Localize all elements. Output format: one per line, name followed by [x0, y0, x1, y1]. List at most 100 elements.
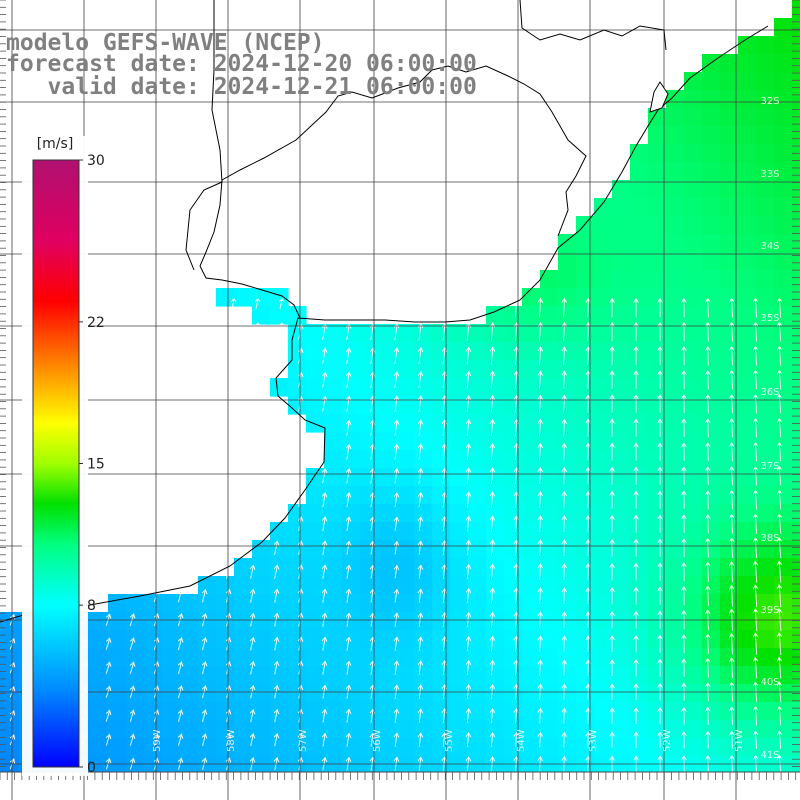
wind-cell: [486, 450, 505, 469]
wind-arrow: [561, 297, 567, 318]
wind-arrow: [537, 466, 543, 485]
wind-arrow: [321, 660, 328, 675]
wind-cell: [648, 630, 667, 649]
wind-cell: [432, 504, 451, 523]
wind-cell: [774, 666, 793, 685]
wind-cell: [396, 378, 415, 397]
lat-label: 34S: [760, 241, 779, 252]
wind-cell: [396, 432, 415, 451]
wind-arrow: [752, 465, 759, 486]
wind-cell: [144, 738, 163, 757]
wind-cell: [738, 36, 757, 55]
wind-cell: [216, 702, 235, 721]
colorbar-tick-label: 30: [87, 153, 105, 169]
wind-cell: [162, 594, 181, 613]
wind-arrow: [752, 537, 759, 559]
wind-cell: [396, 774, 415, 793]
wind-cell: [684, 648, 703, 667]
lon-label: 56W: [372, 729, 383, 752]
wind-cell: [288, 540, 307, 559]
wind-arrow: [489, 587, 496, 604]
wind-cell: [612, 612, 631, 631]
wind-cell: [612, 684, 631, 703]
wind-cell: [252, 594, 271, 613]
colorbar-tick-label: 22: [87, 315, 105, 331]
wind-cell: [378, 486, 397, 505]
wind-cell: [216, 720, 235, 739]
wind-cell: [234, 720, 253, 739]
wind-cell: [306, 684, 325, 703]
wind-cell: [774, 360, 793, 379]
wind-cell: [414, 684, 433, 703]
wind-cell: [612, 396, 631, 415]
wind-cell: [792, 720, 800, 739]
wind-arrow: [776, 632, 783, 656]
wind-cell: [540, 342, 559, 361]
coast-line: [519, 0, 667, 51]
wind-cell: [432, 378, 451, 397]
wind-cell: [684, 252, 703, 271]
wind-cell: [414, 432, 433, 451]
wind-cell: [306, 720, 325, 739]
wind-cell: [720, 54, 739, 73]
wind-cell: [738, 288, 757, 307]
wind-cell: [540, 630, 559, 649]
wind-arrow: [537, 297, 544, 318]
wind-cell: [792, 0, 800, 19]
wind-arrow: [177, 588, 184, 603]
wind-cell: [612, 432, 631, 451]
wind-cell: [378, 720, 397, 739]
wind-cell: [216, 738, 235, 757]
wind-cell: [774, 126, 793, 145]
wind-cell: [270, 558, 289, 577]
wind-cell: [414, 486, 433, 505]
wind-cell: [522, 468, 541, 487]
wind-cell: [630, 396, 649, 415]
wind-cell: [558, 504, 577, 523]
wind-cell: [486, 306, 505, 325]
wind-cell: [792, 18, 800, 37]
wind-cell: [270, 576, 289, 595]
wind-cell: [540, 594, 559, 613]
wind-cell: [702, 162, 721, 181]
wind-arrow: [417, 636, 424, 651]
wind-cell: [144, 720, 163, 739]
wind-arrow: [489, 346, 496, 365]
wind-cell: [108, 684, 127, 703]
wind-arrow: [393, 636, 400, 651]
wind-cell: [252, 648, 271, 667]
wind-arrow: [561, 490, 567, 509]
wind-arrow: [393, 588, 400, 603]
wind-cell: [684, 234, 703, 253]
wind-cell: [738, 720, 757, 739]
wind-cell: [792, 54, 800, 73]
lon-label: 51W: [734, 729, 745, 752]
wind-cell: [558, 288, 577, 307]
wind-cell: [540, 738, 559, 757]
wind-cell: [774, 144, 793, 163]
wind-arrow: [609, 297, 615, 318]
wind-cell: [792, 162, 800, 181]
wind-cell: [738, 540, 757, 559]
wind-arrow: [728, 417, 735, 438]
wind-cell: [738, 522, 757, 541]
wind-cell: [666, 666, 685, 685]
wind-arrow: [561, 731, 567, 748]
wind-cell: [630, 234, 649, 253]
wind-cell: [720, 234, 739, 253]
wind-cell: [486, 576, 505, 595]
wind-cell: [684, 72, 703, 91]
wind-cell: [414, 414, 433, 433]
wind-cell: [630, 288, 649, 307]
wind-cell: [450, 666, 469, 685]
wind-cell: [360, 342, 379, 361]
wind-cell: [702, 234, 721, 253]
wind-cell: [522, 684, 541, 703]
wind-arrow: [561, 563, 567, 581]
wind-cell: [360, 468, 379, 487]
wind-cell: [522, 720, 541, 739]
wind-cell: [666, 720, 685, 739]
wind-cell: [648, 738, 667, 757]
wind-cell: [594, 396, 613, 415]
wind-cell: [540, 378, 559, 397]
